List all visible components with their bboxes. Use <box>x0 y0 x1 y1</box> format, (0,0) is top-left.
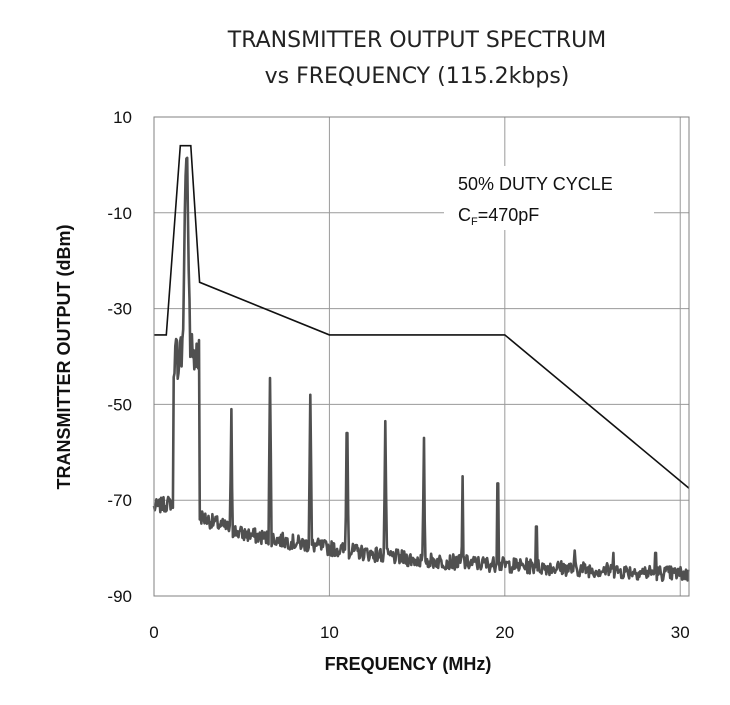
y-tick-label: -70 <box>107 491 132 510</box>
x-tick-label: 10 <box>320 623 339 642</box>
y-tick-label: -90 <box>107 587 132 606</box>
y-tick-label: -50 <box>107 395 132 414</box>
y-tick-label: 10 <box>113 108 132 127</box>
x-tick-labels: 0 10 20 30 <box>149 623 689 642</box>
chart-title: TRANSMITTER OUTPUT SPECTRUM <box>227 28 606 53</box>
x-tick-label: 30 <box>671 623 690 642</box>
annotation-cap-symbol: C <box>458 205 471 225</box>
annotation-cap-subscript: F <box>471 216 478 228</box>
mask-limit-line <box>154 144 690 489</box>
x-tick-label: 0 <box>149 623 158 642</box>
y-tick-label: -30 <box>107 300 132 319</box>
y-axis-label: TRANSMITTER OUTPUT (dBm) <box>54 225 74 490</box>
annotation-capacitance: CF=470pF <box>458 205 539 228</box>
annotation-cap-value: =470pF <box>478 205 540 225</box>
x-axis-label: FREQUENCY (MHz) <box>325 654 492 674</box>
annotation-background <box>444 166 654 230</box>
spectrum-series-line <box>152 156 690 582</box>
y-tick-label: -10 <box>107 204 132 223</box>
chart-subtitle: vs FREQUENCY (115.2kbps) <box>265 64 570 89</box>
x-tick-label: 20 <box>495 623 514 642</box>
y-tick-labels: 10 -10 -30 -50 -70 -90 <box>107 108 132 606</box>
plot-frame <box>153 116 690 597</box>
annotation-duty-cycle: 50% DUTY CYCLE <box>458 174 613 194</box>
